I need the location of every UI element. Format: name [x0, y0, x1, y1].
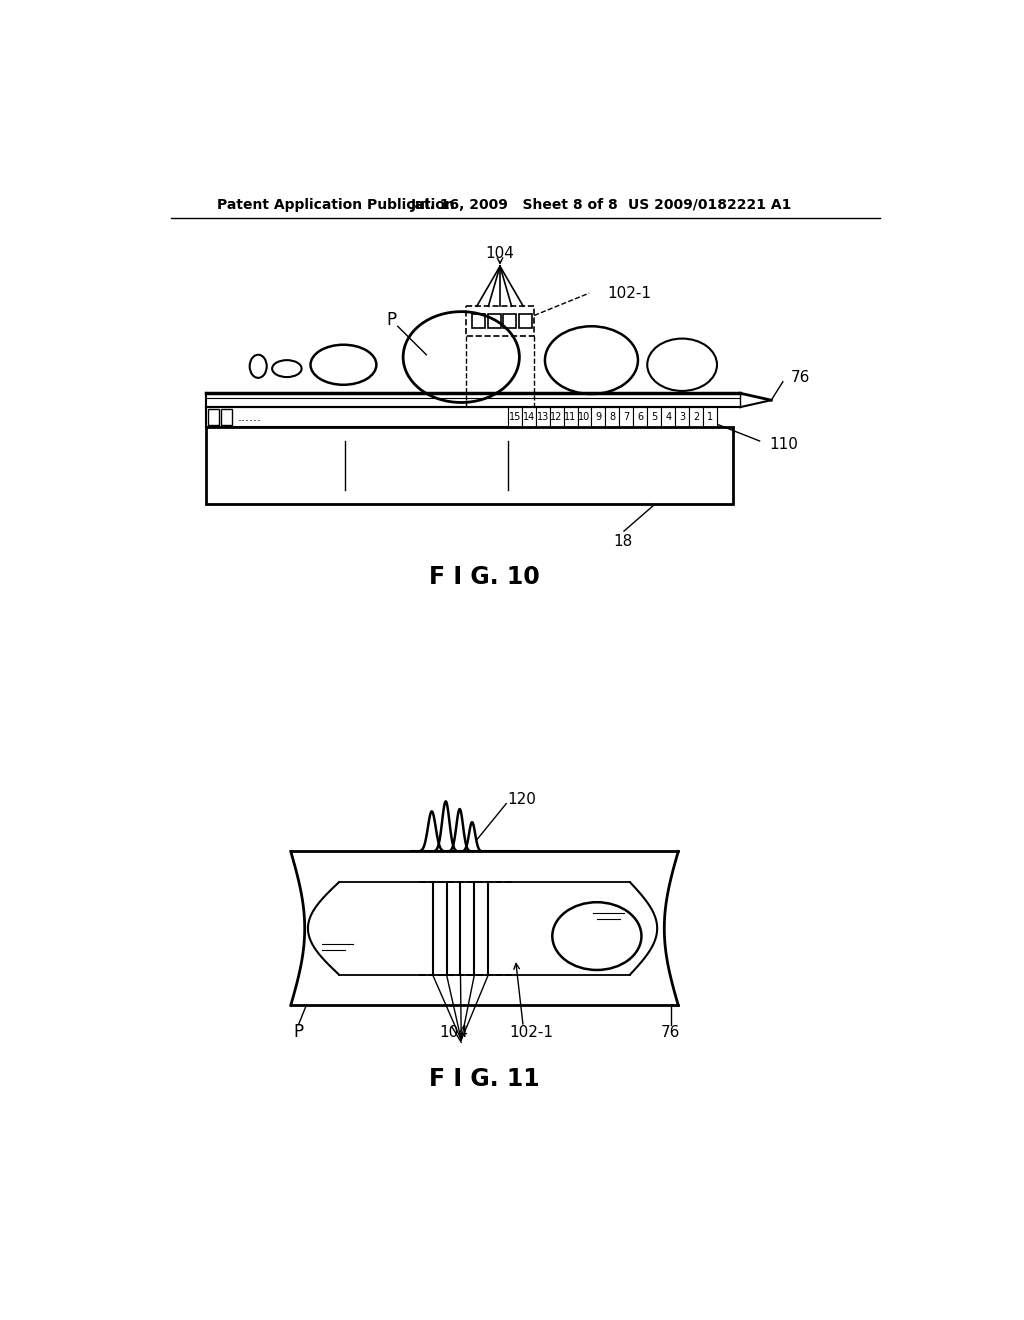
Bar — [518, 314, 531, 327]
Text: 4: 4 — [666, 412, 672, 422]
Text: 7: 7 — [624, 412, 630, 422]
Bar — [503, 314, 516, 327]
Text: 1: 1 — [707, 412, 713, 422]
Text: 104: 104 — [439, 1024, 468, 1040]
Bar — [487, 314, 501, 327]
Text: 102-1: 102-1 — [607, 285, 651, 301]
Text: P: P — [386, 312, 396, 329]
Text: 11: 11 — [564, 412, 577, 422]
Text: 18: 18 — [612, 533, 632, 549]
Text: F I G. 10: F I G. 10 — [429, 565, 540, 589]
Bar — [563, 407, 578, 428]
Bar — [703, 407, 717, 428]
Text: 15: 15 — [509, 412, 521, 422]
Bar — [620, 407, 633, 428]
Bar — [472, 314, 485, 327]
Text: 8: 8 — [609, 412, 615, 422]
Bar — [689, 407, 703, 428]
Text: 10: 10 — [579, 412, 591, 422]
Text: 5: 5 — [651, 412, 657, 422]
Text: 14: 14 — [522, 412, 535, 422]
Bar — [521, 407, 536, 428]
Text: Patent Application Publication: Patent Application Publication — [217, 198, 455, 211]
Text: 104: 104 — [485, 247, 514, 261]
Bar — [578, 407, 592, 428]
Text: 6: 6 — [637, 412, 643, 422]
Bar — [662, 407, 675, 428]
Bar — [466, 306, 535, 335]
Bar — [536, 407, 550, 428]
Bar — [647, 407, 662, 428]
Bar — [592, 407, 605, 428]
Bar — [605, 407, 620, 428]
Text: P: P — [294, 1023, 303, 1041]
Bar — [206, 428, 732, 504]
Text: 76: 76 — [791, 371, 810, 385]
Text: 9: 9 — [595, 412, 601, 422]
Text: ......: ...... — [238, 411, 262, 424]
Text: 120: 120 — [508, 792, 537, 807]
Bar — [206, 407, 717, 428]
Text: 12: 12 — [550, 412, 563, 422]
Text: 110: 110 — [770, 437, 799, 451]
Bar — [550, 407, 563, 428]
Text: 76: 76 — [660, 1024, 680, 1040]
Bar — [633, 407, 647, 428]
Bar — [208, 409, 219, 425]
Text: 13: 13 — [537, 412, 549, 422]
Bar — [221, 409, 231, 425]
Text: Jul. 16, 2009   Sheet 8 of 8: Jul. 16, 2009 Sheet 8 of 8 — [411, 198, 618, 211]
Text: 3: 3 — [679, 412, 685, 422]
Text: 102-1: 102-1 — [509, 1024, 553, 1040]
Bar — [675, 407, 689, 428]
Text: F I G. 11: F I G. 11 — [429, 1067, 540, 1090]
Text: US 2009/0182221 A1: US 2009/0182221 A1 — [628, 198, 792, 211]
Text: 2: 2 — [693, 412, 699, 422]
Bar — [508, 407, 521, 428]
